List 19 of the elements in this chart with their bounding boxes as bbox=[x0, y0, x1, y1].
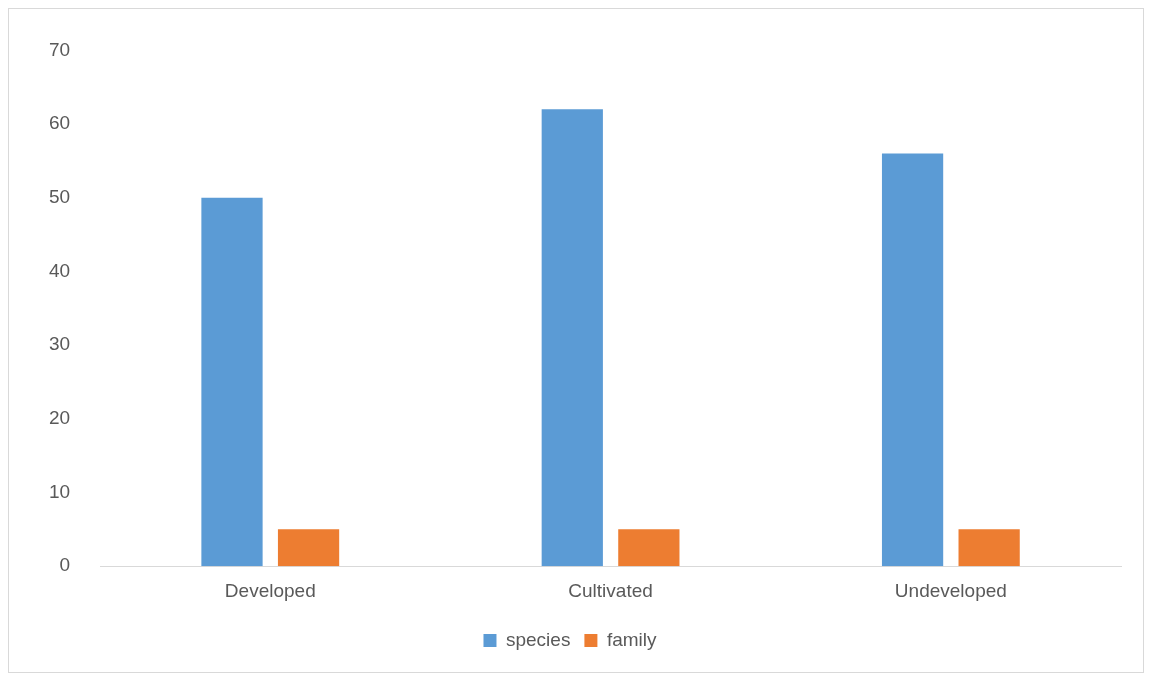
y-tick-label: 20 bbox=[48, 407, 71, 429]
bar bbox=[881, 153, 944, 567]
y-tick-label: 30 bbox=[48, 333, 71, 355]
legend-label: family bbox=[606, 628, 658, 650]
x-tick-label: Cultivated bbox=[568, 579, 653, 601]
y-tick-label: 40 bbox=[48, 259, 71, 281]
bar bbox=[958, 529, 1020, 567]
y-tick-label: 0 bbox=[59, 554, 71, 576]
x-tick-label: Developed bbox=[224, 579, 316, 601]
y-tick-label: 60 bbox=[48, 112, 71, 134]
bar bbox=[277, 529, 340, 567]
y-tick-label: 50 bbox=[48, 186, 71, 208]
y-tick-label: 10 bbox=[48, 480, 71, 502]
x-tick-label: Undeveloped bbox=[894, 579, 1007, 601]
bar bbox=[541, 109, 603, 567]
bar bbox=[618, 529, 680, 567]
bar bbox=[201, 197, 263, 567]
y-tick-label: 70 bbox=[48, 38, 71, 60]
legend-label: species bbox=[505, 628, 571, 650]
